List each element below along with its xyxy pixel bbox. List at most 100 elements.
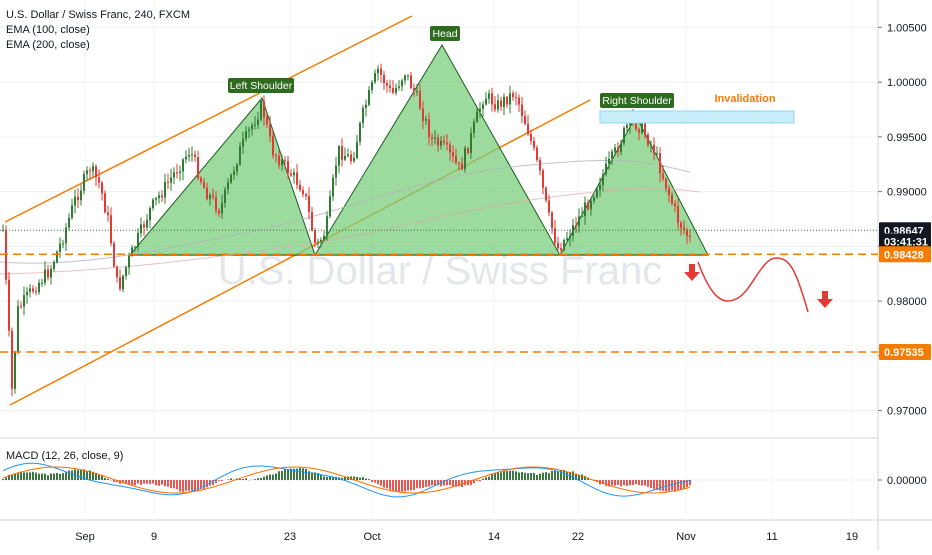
x-tick-label: Oct (363, 531, 380, 543)
macd-histogram-bar (542, 473, 544, 480)
macd-histogram-bar (368, 479, 370, 480)
candle-body (239, 146, 241, 164)
candle-body (17, 306, 19, 352)
candle-body (461, 163, 463, 169)
candle-body (326, 216, 328, 236)
candle-body (395, 88, 397, 93)
macd-histogram-bar (221, 480, 223, 481)
candle-body (158, 195, 160, 198)
macd-histogram-bar (23, 472, 25, 480)
candle-body (320, 240, 322, 242)
invalidation-box (600, 111, 794, 123)
macd-histogram-bar (188, 480, 190, 491)
candle-body (23, 295, 25, 306)
candle-body (8, 280, 10, 331)
macd-histogram-bar (554, 471, 556, 480)
candle-body (608, 159, 610, 164)
macd-histogram-bar (257, 478, 259, 480)
price-label-level: 0.97535 (884, 347, 924, 359)
macd-histogram-bar (152, 480, 154, 483)
macd-histogram-bar (548, 473, 550, 480)
candle-body (662, 174, 664, 179)
macd-histogram-bar (611, 480, 613, 485)
macd-histogram-bar (449, 480, 451, 485)
candle-body (536, 148, 538, 161)
macd-histogram-bar (386, 480, 388, 488)
x-tick-label: 9 (151, 531, 157, 543)
macd-histogram-bar (422, 480, 424, 488)
macd-histogram-bar (452, 480, 454, 487)
macd-histogram-bar (482, 479, 484, 480)
candle-body (227, 183, 229, 190)
candle-body (512, 93, 514, 97)
candle-body (44, 270, 46, 283)
candle-body (413, 88, 415, 91)
candle-body (263, 101, 265, 117)
pattern-label: Right Shoulder (602, 95, 672, 107)
candle-body (242, 139, 244, 146)
macd-histogram-bar (53, 474, 55, 480)
candle-body (443, 141, 445, 143)
candle-body (170, 177, 172, 182)
candle-body (338, 146, 340, 166)
candle-body (296, 172, 298, 184)
candle-body (617, 147, 619, 151)
candle-body (593, 197, 595, 201)
candle-body (605, 164, 607, 175)
candle-body (560, 248, 562, 250)
candle-body (362, 108, 364, 123)
candle-body (380, 69, 382, 75)
macd-histogram-bar (518, 473, 520, 480)
candle-body (74, 197, 76, 206)
macd-histogram-bar (515, 471, 517, 480)
macd-legend[interactable]: MACD (12, 26, close, 9) (6, 450, 123, 462)
macd-histogram-bar (191, 480, 193, 491)
macd-histogram-bar (80, 470, 82, 480)
candle-body (464, 148, 466, 169)
legend-ema100[interactable]: EMA (100, close) (6, 23, 190, 38)
macd-histogram-bar (539, 474, 541, 480)
macd-histogram-bar (623, 480, 625, 485)
candle-body (575, 225, 577, 226)
candle-body (182, 159, 184, 171)
candle-body (584, 202, 586, 216)
candle-body (161, 195, 163, 197)
candle-body (68, 218, 70, 228)
candle-body (569, 236, 571, 238)
macd-histogram-bar (11, 475, 13, 480)
legend-ema200[interactable]: EMA (200, close) (6, 38, 190, 53)
candle-body (155, 198, 157, 199)
candle-body (428, 119, 430, 137)
macd-histogram-bar (326, 477, 328, 480)
candle-body (353, 158, 355, 161)
macd-histogram-bar (407, 480, 409, 491)
candle-body (497, 100, 499, 109)
candle-body (272, 136, 274, 155)
candle-body (659, 153, 661, 173)
candle-body (599, 185, 601, 190)
candle-body (509, 93, 511, 104)
macd-histogram-bar (641, 480, 643, 486)
candle-body (128, 256, 130, 268)
legend-symbol[interactable]: U.S. Dollar / Swiss Franc, 240, FXCM (6, 8, 190, 23)
macd-histogram-bar (392, 480, 394, 491)
macd-histogram-bar (506, 471, 508, 480)
macd-histogram-bar (401, 480, 403, 492)
candle-body (20, 306, 22, 307)
candle-body (80, 191, 82, 200)
candle-body (314, 230, 316, 242)
macd-histogram-bar (272, 475, 274, 480)
candle-body (197, 157, 199, 178)
candle-body (335, 166, 337, 178)
macd-histogram-bar (383, 480, 385, 488)
candle-body (107, 212, 109, 215)
candle-body (254, 125, 256, 126)
macd-histogram-bar (275, 473, 277, 480)
macd-histogram-bar (356, 477, 358, 480)
macd-histogram-bar (143, 480, 145, 484)
y-tick-label: 1.00000 (887, 77, 927, 89)
candle-body (47, 270, 49, 278)
candle-body (209, 195, 211, 199)
